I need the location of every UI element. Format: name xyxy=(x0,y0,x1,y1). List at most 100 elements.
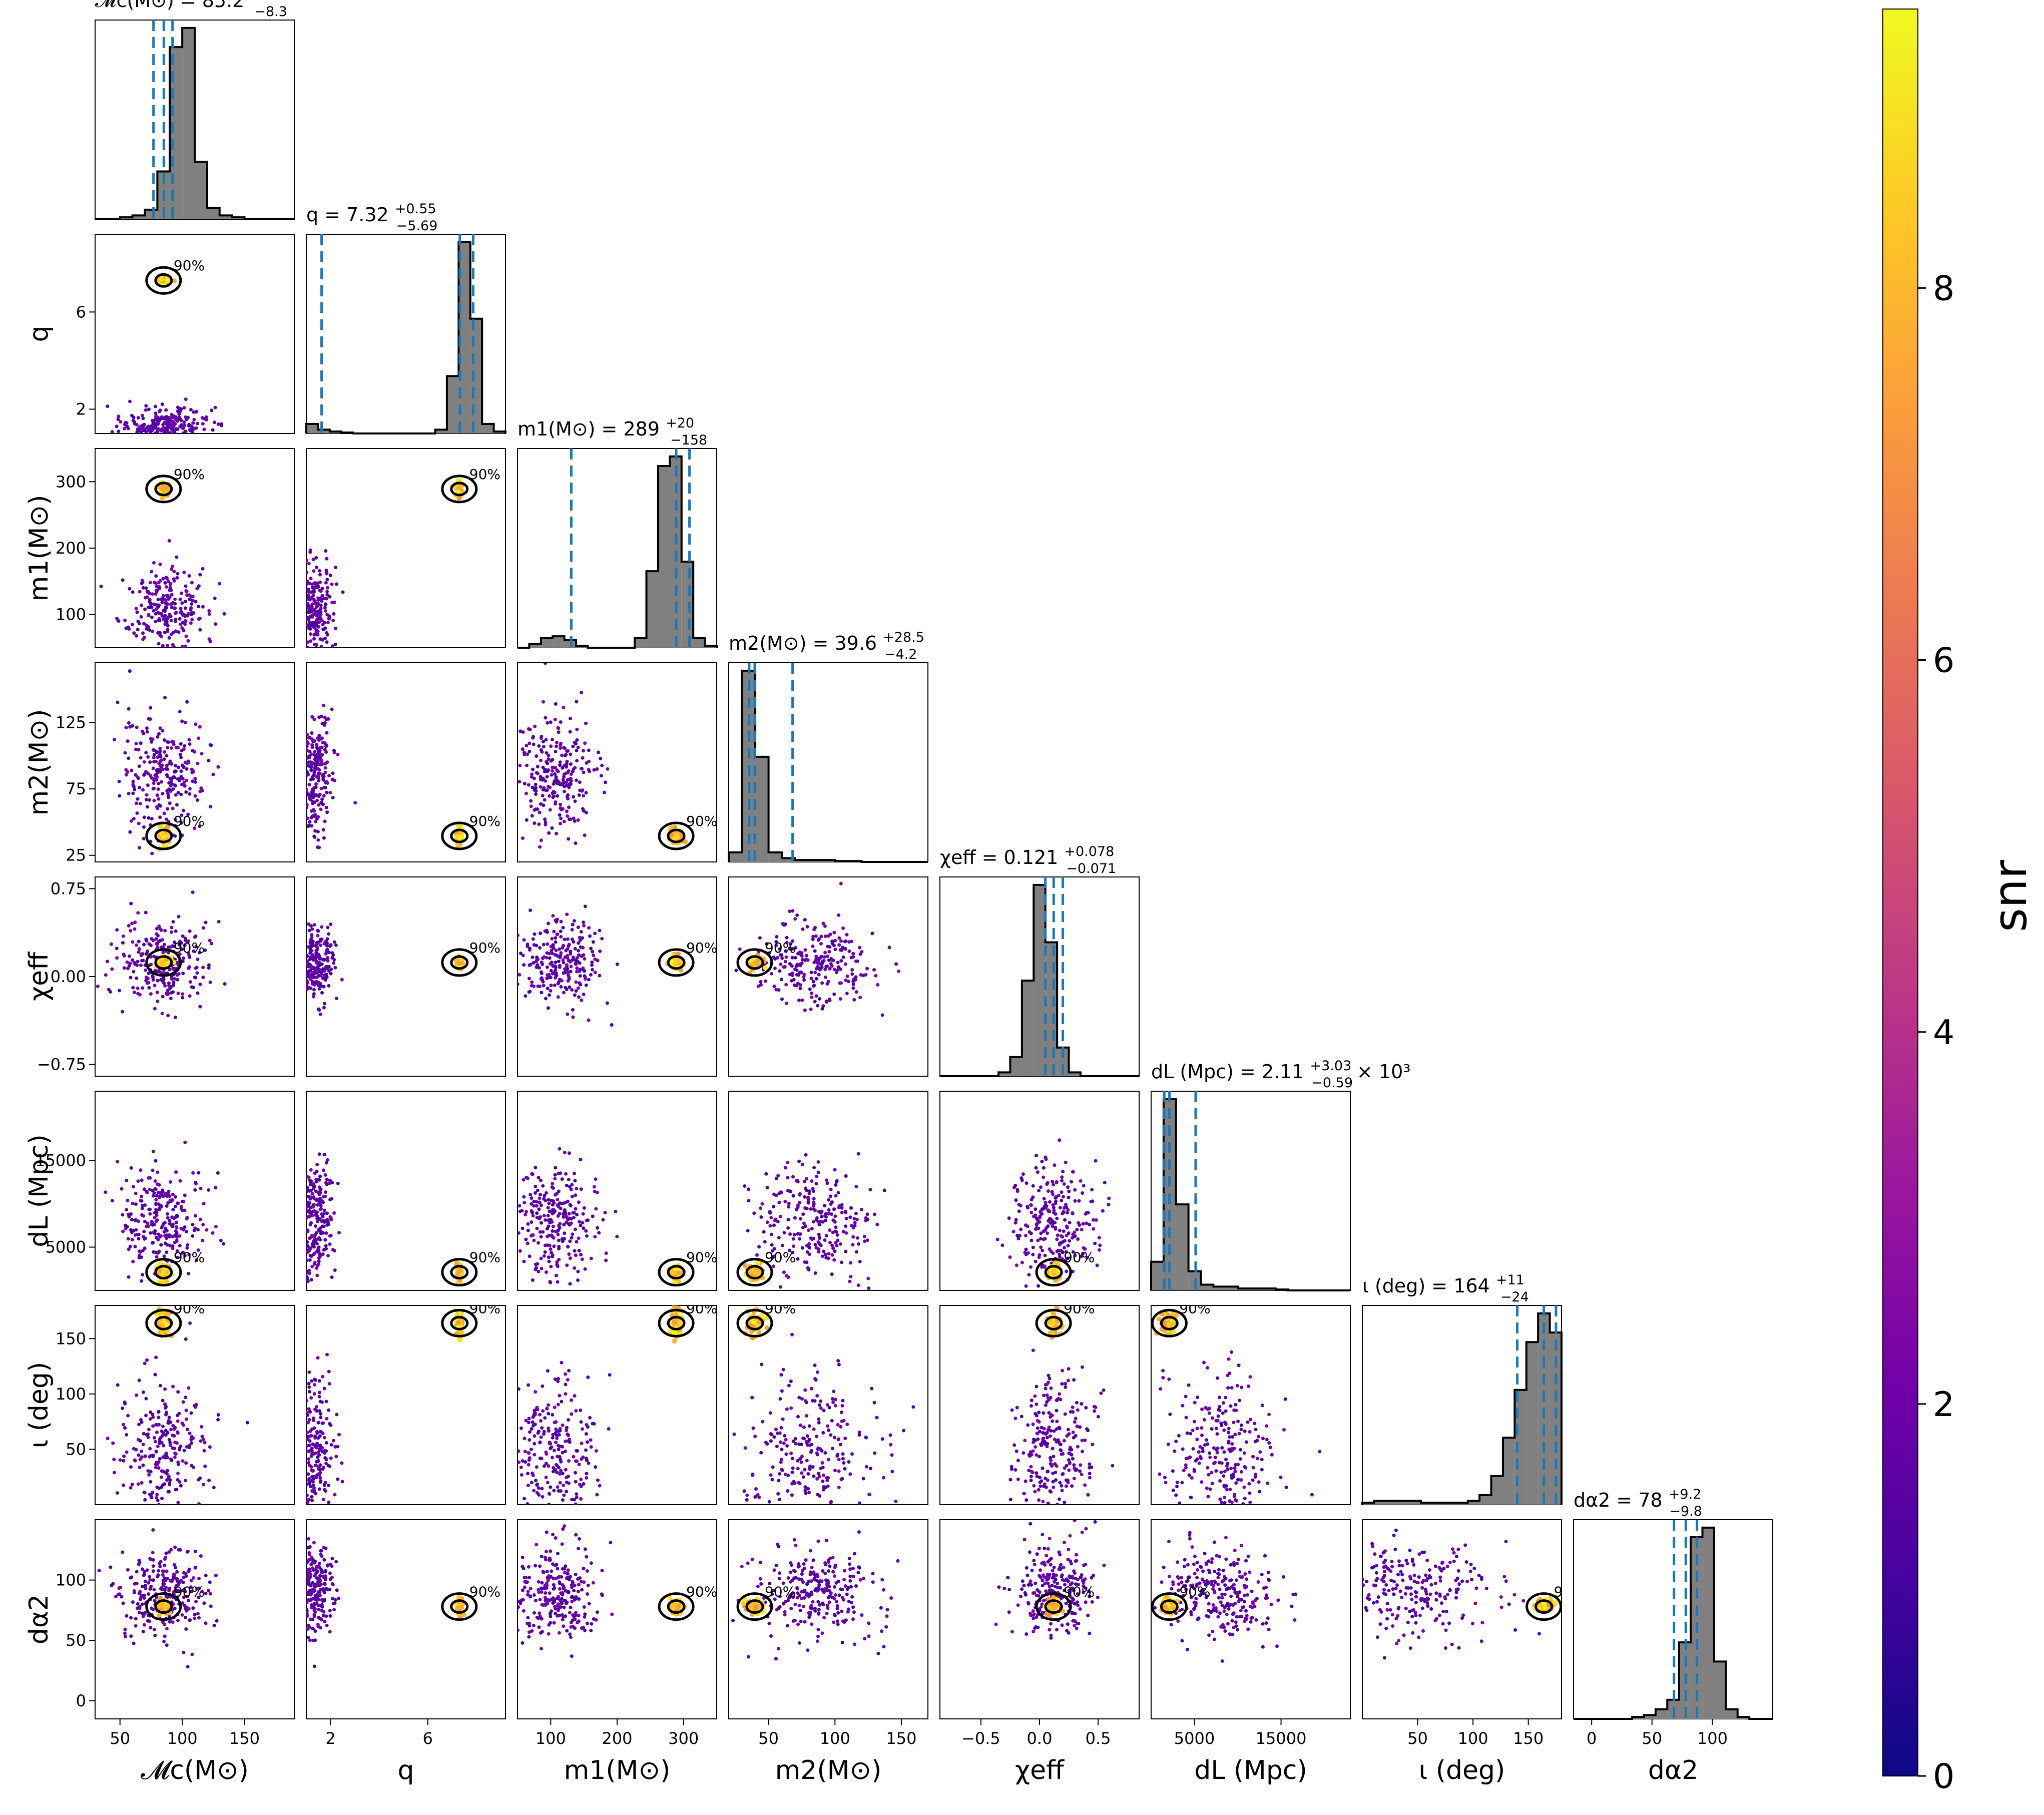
sample-point xyxy=(324,597,328,601)
sample-point xyxy=(176,791,180,794)
sample-point xyxy=(331,953,335,957)
sample-point xyxy=(122,1454,126,1458)
sample-point xyxy=(170,567,174,571)
sample-point xyxy=(176,978,180,982)
sample-point xyxy=(124,420,128,424)
sample-point xyxy=(306,945,310,949)
sample-point xyxy=(306,1482,308,1486)
sample-point xyxy=(541,740,545,744)
contour-50 xyxy=(154,482,173,497)
sample-point xyxy=(307,1461,311,1465)
sample-point xyxy=(153,773,157,777)
sample-point xyxy=(575,1213,579,1217)
sample-point xyxy=(566,937,570,941)
sample-point xyxy=(160,614,164,618)
sample-point xyxy=(562,1223,566,1227)
sample-point xyxy=(551,758,555,761)
scatter-panel-m1-iota: 90% xyxy=(517,1305,717,1505)
sample-point xyxy=(145,590,149,594)
sample-point xyxy=(306,1229,310,1233)
sample-point xyxy=(675,833,680,838)
sample-point xyxy=(113,1471,116,1475)
sample-point xyxy=(324,1247,328,1251)
sample-point xyxy=(166,1192,170,1196)
sample-point xyxy=(306,959,309,963)
sample-point xyxy=(548,808,552,812)
sample-point xyxy=(164,991,168,995)
sample-point xyxy=(548,993,551,997)
sample-point xyxy=(134,1617,138,1621)
sample-point xyxy=(140,603,143,607)
sample-point xyxy=(197,1478,201,1482)
sample-point xyxy=(309,615,313,619)
sample-point xyxy=(554,775,558,779)
sample-point xyxy=(546,721,550,725)
sample-point xyxy=(167,951,171,955)
sample-point xyxy=(573,993,577,997)
sample-point xyxy=(314,623,318,626)
sample-point xyxy=(569,970,573,974)
sample-point xyxy=(520,1473,524,1477)
sample-point xyxy=(166,580,170,584)
sample-point xyxy=(152,955,156,959)
sample-point xyxy=(556,1485,560,1489)
sample-point xyxy=(519,952,523,955)
sample-point xyxy=(572,816,576,820)
sample-point xyxy=(314,782,318,786)
sample-point xyxy=(604,1251,608,1255)
sample-point xyxy=(163,1454,167,1458)
sample-point xyxy=(570,1194,574,1198)
sample-point xyxy=(201,1438,205,1442)
sample-point xyxy=(140,952,144,956)
sample-point xyxy=(566,793,570,797)
sample-point xyxy=(169,1443,173,1447)
sample-point xyxy=(310,799,314,803)
sample-point xyxy=(308,598,312,602)
sample-point xyxy=(576,1269,580,1273)
sample-point xyxy=(317,845,321,849)
sample-point xyxy=(549,720,553,724)
sample-point xyxy=(315,1576,319,1580)
sample-point xyxy=(573,1394,577,1398)
sample-point xyxy=(320,991,324,995)
sample-point xyxy=(187,574,191,578)
sample-point xyxy=(188,929,192,933)
sample-point xyxy=(165,594,169,598)
scatter-points: 90% xyxy=(96,890,227,1019)
sample-point xyxy=(572,940,576,944)
sample-point xyxy=(214,622,218,626)
sample-point xyxy=(571,1015,575,1019)
sample-point xyxy=(310,1499,314,1503)
sample-point xyxy=(559,1171,563,1175)
sample-point xyxy=(553,1173,557,1177)
sample-point xyxy=(175,1231,179,1235)
sample-point xyxy=(127,792,131,795)
sample-point xyxy=(161,1269,166,1274)
sample-point xyxy=(140,1206,144,1210)
sample-point xyxy=(518,982,520,986)
sample-point xyxy=(148,963,152,967)
sample-point xyxy=(337,1231,341,1235)
sample-point xyxy=(158,1191,162,1195)
sample-point xyxy=(547,1198,551,1202)
contour-90 xyxy=(145,266,182,295)
sample-point xyxy=(176,572,180,576)
sample-point xyxy=(533,1453,537,1457)
sample-point xyxy=(166,1577,169,1581)
sample-point xyxy=(149,737,153,741)
sample-point xyxy=(325,937,329,941)
sample-point xyxy=(180,626,184,630)
sample-point xyxy=(188,1321,192,1325)
sample-point xyxy=(524,994,528,998)
sample-point xyxy=(317,1251,321,1255)
sample-point xyxy=(161,792,165,795)
sample-point xyxy=(334,582,338,586)
sample-point xyxy=(307,929,311,933)
sample-point xyxy=(145,1358,149,1362)
sample-point xyxy=(152,609,156,613)
sample-point xyxy=(537,1493,541,1497)
sample-point xyxy=(156,1251,160,1255)
sample-point xyxy=(154,1208,158,1212)
sample-point xyxy=(307,1215,311,1219)
sample-point xyxy=(159,971,163,975)
